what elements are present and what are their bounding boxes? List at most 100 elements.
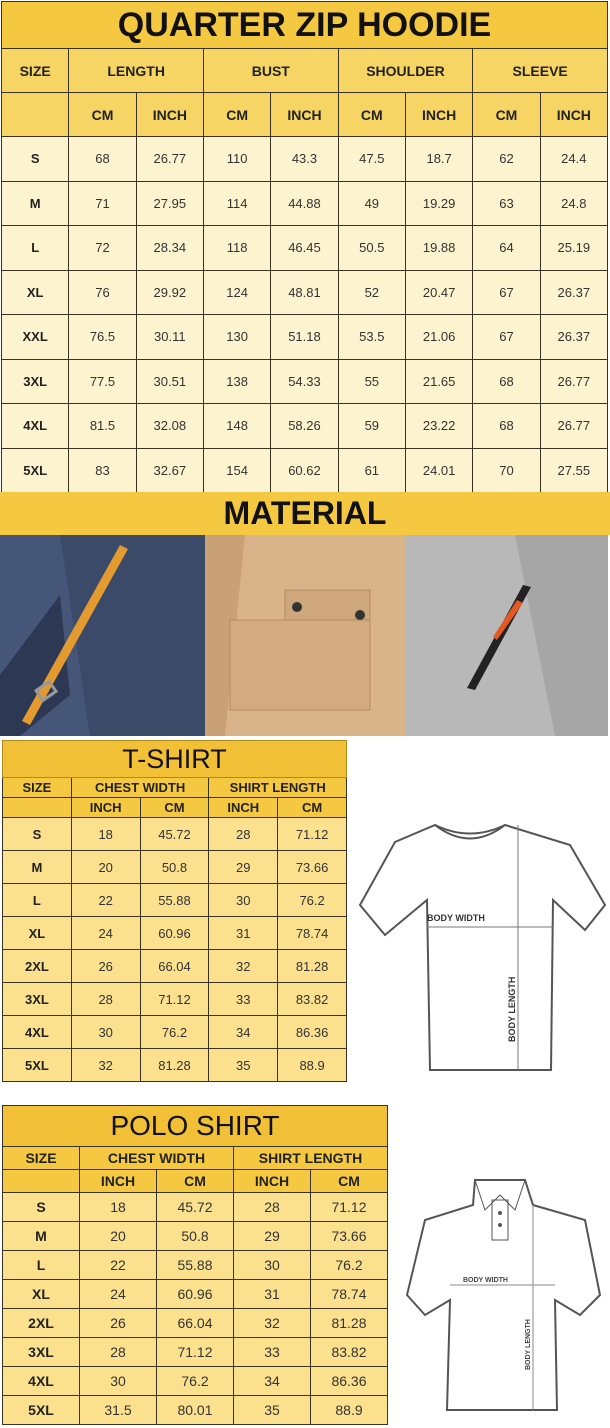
size-header: SIZE	[0, 48, 70, 93]
measurement-cell: 32	[233, 1308, 311, 1338]
measurement-cell: 72	[68, 225, 137, 271]
measurement-cell: 24.4	[539, 136, 609, 182]
unit-header: INCH	[208, 797, 279, 818]
measurement-cell: 21.06	[404, 314, 474, 360]
measurement-cell: 33	[208, 982, 279, 1016]
header-row: SIZE LENGTH BUST SHOULDER SLEEVE	[0, 48, 608, 93]
size-cell: M	[2, 1221, 80, 1251]
header-row: SIZE CHEST WIDTH SHIRT LENGTH	[2, 1146, 388, 1170]
measurement-cell: 19.29	[404, 180, 474, 226]
measurement-cell: 60.96	[139, 916, 210, 950]
measurement-cell: 30.11	[135, 314, 204, 360]
measurement-cell: 78.74	[277, 916, 347, 950]
measurement-cell: 26.37	[539, 314, 609, 360]
unit-header: CM	[337, 92, 406, 137]
table-row: XXL 76.5 30.11 130 51.18 53.5 21.06 67 26.37	[0, 314, 609, 360]
table-row: L 22 55.88 30 76.2	[2, 1250, 388, 1280]
size-cell: M	[2, 850, 72, 884]
measurement-cell: 31	[208, 916, 279, 950]
empty-header	[2, 797, 72, 818]
measurement-cell: 26.77	[135, 136, 204, 182]
measurement-cell: 34	[208, 1015, 279, 1049]
column-group-header: CHEST WIDTH	[79, 1146, 234, 1170]
measurement-cell: 50.5	[337, 225, 406, 271]
measurement-cell: 71.12	[139, 982, 210, 1016]
measurement-cell: 61	[337, 447, 406, 493]
tshirt-size-table: T-SHIRT SIZE CHEST WIDTH SHIRT LENGTH INCH CM…	[2, 740, 347, 1082]
measurement-cell: 50.8	[156, 1221, 234, 1251]
size-cell: 4XL	[2, 1366, 80, 1396]
measurement-cell: 26.77	[539, 358, 609, 404]
size-cell: 3XL	[0, 358, 70, 404]
measurement-cell: 66.04	[156, 1308, 234, 1338]
table-row: 3XL 28 71.12 33 83.82	[2, 982, 347, 1016]
size-cell: 5XL	[2, 1048, 72, 1082]
measurement-cell: 83	[68, 447, 137, 493]
body-width-label: BODY WIDTH	[463, 1277, 508, 1284]
measurement-cell: 29.92	[135, 269, 204, 315]
size-cell: 4XL	[0, 403, 70, 449]
measurement-cell: 26.77	[539, 403, 609, 449]
body-length-label: BODY LENGTH	[525, 1319, 532, 1370]
measurement-cell: 81.5	[68, 403, 137, 449]
measurement-cell: 68	[472, 358, 541, 404]
measurement-cell: 35	[233, 1395, 311, 1425]
size-cell: XL	[0, 269, 70, 315]
table-row: M 20 50.8 29 73.66	[2, 1221, 388, 1251]
size-cell: 2XL	[2, 949, 72, 983]
unit-row: INCH CM INCH CM	[2, 797, 347, 818]
measurement-cell: 55.88	[139, 883, 210, 917]
size-header: SIZE	[2, 1146, 80, 1170]
measurement-cell: 31.5	[79, 1395, 157, 1425]
size-cell: 3XL	[2, 982, 72, 1016]
table-row: 3XL 77.5 30.51 138 54.33 55 21.65 68 26.77	[0, 358, 609, 404]
table-row: M 20 50.8 29 73.66	[2, 850, 347, 884]
unit-header: INCH	[233, 1169, 311, 1193]
measurement-cell: 31	[233, 1279, 311, 1309]
body-width-label: BODY WIDTH	[427, 913, 485, 923]
measurement-cell: 44.88	[270, 180, 339, 226]
table-row: 5XL 83 32.67 154 60.62 61 24.01 70 27.55	[0, 447, 609, 493]
table-row: L 22 55.88 30 76.2	[2, 883, 347, 917]
measurement-cell: 80.01	[156, 1395, 234, 1425]
measurement-cell: 28.34	[135, 225, 204, 271]
measurement-cell: 73.66	[277, 850, 347, 884]
title-row: QUARTER ZIP HOODIE	[1, 1, 608, 49]
measurement-cell: 81.28	[139, 1048, 210, 1082]
size-cell: XXL	[0, 314, 70, 360]
unit-header: CM	[139, 797, 210, 818]
size-cell: XL	[2, 916, 72, 950]
measurement-cell: 30.51	[135, 358, 204, 404]
measurement-cell: 49	[337, 180, 406, 226]
measurement-cell: 35	[208, 1048, 279, 1082]
table-row: L 72 28.34 118 46.45 50.5 19.88 64 25.19	[0, 225, 609, 271]
unit-header: CM	[202, 92, 272, 137]
measurement-cell: 59	[337, 403, 406, 449]
measurement-cell: 29	[208, 850, 279, 884]
size-cell: 5XL	[0, 447, 70, 493]
measurement-cell: 18.7	[404, 136, 474, 182]
measurement-cell: 29	[233, 1221, 311, 1251]
measurement-cell: 32	[70, 1048, 141, 1082]
measurement-cell: 66.04	[139, 949, 210, 983]
table-row: XL 24 60.96 31 78.74	[2, 1279, 388, 1309]
measurement-cell: 71.12	[310, 1192, 388, 1222]
size-cell: S	[2, 1192, 80, 1222]
measurement-cell: 28	[79, 1337, 157, 1367]
measurement-cell: 76.2	[277, 883, 347, 917]
measurement-cell: 58.26	[270, 403, 339, 449]
table-row: XL 24 60.96 31 78.74	[2, 916, 347, 950]
measurement-cell: 45.72	[156, 1192, 234, 1222]
measurement-cell: 70	[472, 447, 541, 493]
hoodie-size-table: QUARTER ZIP HOODIE SIZE LENGTH BUST SHOULDER…	[0, 1, 609, 493]
measurement-cell: 20	[79, 1221, 157, 1251]
measurement-cell: 30	[70, 1015, 141, 1049]
measurement-cell: 30	[208, 883, 279, 917]
measurement-cell: 67	[472, 269, 541, 315]
column-group-header: CHEST WIDTH	[70, 777, 210, 798]
size-cell: S	[2, 817, 72, 851]
column-group-header: SHIRT LENGTH	[208, 777, 347, 798]
measurement-cell: 76.5	[68, 314, 137, 360]
unit-header: INCH	[270, 92, 339, 137]
measurement-cell: 110	[202, 136, 272, 182]
